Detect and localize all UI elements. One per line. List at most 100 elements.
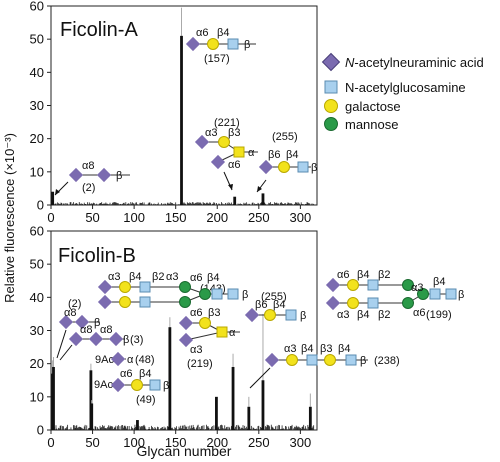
y-tick-label-b-4: 40 [30, 290, 44, 305]
svg-text:α3: α3 [108, 271, 120, 283]
glycan-b-48-49: 9Ac α (48) 9Ac α6 β4 β (49) [94, 351, 169, 406]
svg-text:β: β [163, 380, 169, 392]
svg-text:α: α [248, 147, 255, 159]
legend-item-gal: galactose [324, 99, 401, 114]
glycan-b-2-3: (2) α8 β α8 α8 β (3) [56, 298, 143, 361]
legend-item-sialic: N-acetylneuraminic acid [321, 52, 484, 72]
svg-text:α3: α3 [166, 271, 178, 283]
svg-text:β3: β3 [320, 343, 332, 355]
x-tick-label-a-4: 200 [206, 210, 228, 225]
svg-text:(219): (219) [187, 358, 213, 370]
svg-text:(48): (48) [135, 354, 155, 366]
x-tick-label-a-1: 50 [85, 210, 99, 225]
y-tick-label-b-0: 0 [37, 423, 44, 438]
x-tick-label-a-0: 0 [47, 210, 54, 225]
svg-text:α6: α6 [337, 269, 349, 281]
x-tick-label-b-2: 100 [123, 435, 145, 450]
svg-text:α: α [127, 354, 134, 366]
y-tick-label-b-1: 10 [30, 389, 44, 404]
peak-bar-a-2 [233, 196, 237, 205]
glycan-a-255: (255) β6 β4 β [256, 131, 317, 193]
svg-text:α8: α8 [80, 324, 92, 336]
svg-text:β4: β4 [207, 272, 219, 284]
legend-label-glcnac: N-acetylglucosamine [345, 80, 466, 95]
legend-label-man: mannose [345, 117, 398, 132]
svg-text:(238): (238) [374, 355, 400, 367]
y-tick-label-a-4: 40 [30, 65, 44, 80]
svg-text:α3: α3 [411, 282, 423, 294]
glycan-b-219: α6 β3 α3 α (219) [178, 307, 240, 370]
y-tick-label-a-6: 60 [30, 0, 44, 14]
svg-text:β: β [311, 162, 317, 174]
peak-bar-b-5 [168, 327, 172, 430]
glycan-a-221: (221) α3 β3 α6 α [194, 117, 258, 191]
legend-label-gal: galactose [345, 99, 401, 114]
svg-text:β2: β2 [378, 309, 390, 321]
svg-text:(157): (157) [204, 53, 230, 65]
y-tick-label-a-1: 10 [30, 164, 44, 179]
peak-bar-a-0 [51, 191, 55, 205]
y-tick-label-b-5: 50 [30, 257, 44, 272]
svg-text:β4: β4 [217, 27, 229, 39]
svg-text:(221): (221) [214, 117, 240, 129]
peak-bar-a-3 [261, 193, 265, 205]
legend: N-acetylneuraminic acid N-acetylglucosam… [321, 52, 484, 132]
svg-text:β2: β2 [152, 271, 164, 283]
sialic-symbol [321, 52, 341, 72]
y-tick-label-b-2: 20 [30, 356, 44, 371]
peak-bar-b-8 [247, 406, 251, 430]
peak-bar-b-6 [215, 396, 218, 430]
x-tick-label-b-0: 0 [47, 435, 54, 450]
man-symbol [324, 117, 338, 131]
x-tick-label-b-6: 300 [290, 435, 312, 450]
peak-bar-b-10 [308, 406, 312, 430]
glycan-b-143: (143) α3 β4 β2 α3 α6 β4 β [97, 271, 248, 310]
peak-bar-b-1 [52, 366, 55, 430]
axes-b: 0 10 20 30 40 50 60 0 50 100 150 200 250 300 [30, 224, 312, 451]
svg-text:β4: β4 [357, 309, 369, 321]
peak-bar-b-3 [90, 403, 94, 430]
svg-text:β4: β4 [273, 299, 285, 311]
svg-text:β: β [458, 289, 464, 301]
svg-text:β4: β4 [129, 271, 141, 283]
peak-bar-b-7 [231, 366, 235, 430]
y-tick-label-a-3: 30 [30, 98, 44, 113]
x-tick-label-b-1: 50 [85, 435, 99, 450]
glycan-b-255: (255) β6 β4 β [244, 291, 306, 323]
svg-text:β4: β4 [338, 343, 350, 355]
svg-text:α6: α6 [190, 307, 202, 319]
x-tick-label-a-6: 300 [290, 210, 312, 225]
svg-text:β4: β4 [139, 368, 151, 380]
svg-text:β3: β3 [208, 307, 220, 319]
peak-bar-a-1 [180, 35, 183, 205]
x-tick-label-a-5: 250 [248, 210, 270, 225]
axes-a: 0 10 20 30 40 50 60 0 50 100 150 200 250 300 [30, 0, 312, 225]
peak-bar-b-9 [261, 380, 265, 430]
glycan-label: (2) [82, 182, 95, 194]
svg-text:α6: α6 [190, 272, 202, 284]
y-tick-label-a-0: 0 [37, 198, 44, 213]
svg-text:β4: β4 [357, 269, 369, 281]
svg-text:β: β [123, 334, 129, 346]
svg-text:α6: α6 [196, 27, 208, 39]
link-a8: α8 [82, 160, 94, 172]
legend-item-man: mannose [324, 117, 398, 132]
svg-text:β: β [242, 289, 248, 301]
y-axis-label: Relative fluorescence (×10⁻³) [2, 133, 17, 303]
svg-text:β4: β4 [301, 343, 313, 355]
gal-symbol [324, 99, 338, 113]
svg-text:(255): (255) [272, 131, 298, 143]
svg-text:β4: β4 [286, 149, 298, 161]
svg-text:α6: α6 [228, 159, 240, 171]
peak-bar-b-2 [89, 370, 93, 430]
svg-text:α: α [229, 327, 236, 339]
x-tick-label-b-3: 150 [165, 435, 187, 450]
panel-ficolin-b: Ficolin-B 0 10 20 30 40 50 60 0 50 100 150 200 250 30… [30, 224, 318, 451]
glycan-a-2: α8 β (2) [54, 160, 130, 196]
svg-text:α8: α8 [100, 324, 112, 336]
x-axis-label: Glycan number [137, 443, 232, 459]
peak-bar-b-4 [136, 420, 139, 430]
svg-text:(49): (49) [136, 394, 156, 406]
svg-text:β: β [300, 310, 306, 322]
